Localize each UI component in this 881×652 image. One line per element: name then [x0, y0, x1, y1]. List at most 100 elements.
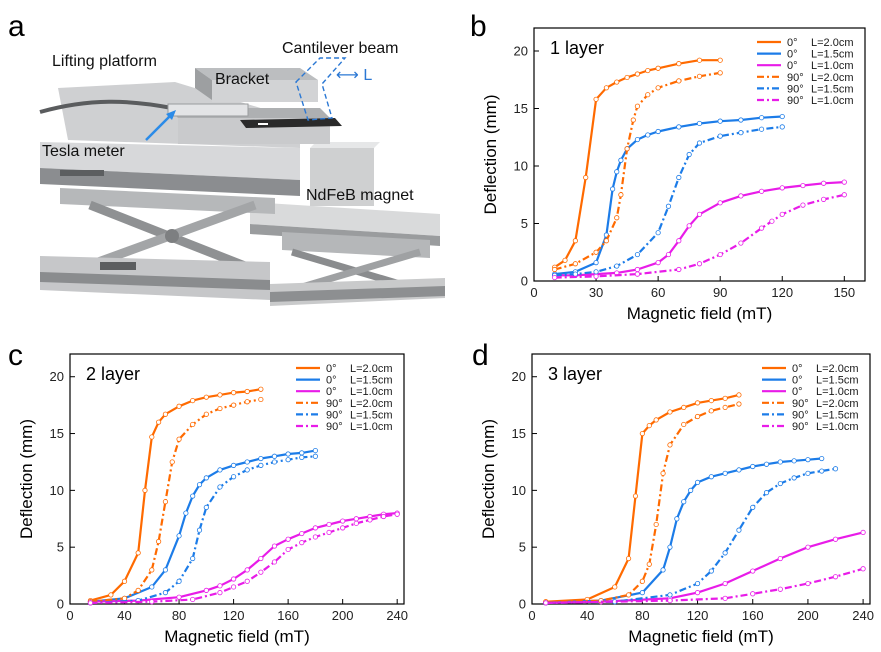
- data-point: [603, 85, 610, 91]
- series-line-5: [545, 467, 836, 604]
- data-point: [800, 182, 806, 189]
- data-point: [688, 487, 694, 493]
- data-point: [717, 200, 723, 206]
- tesla-meter-probe: [39, 99, 249, 141]
- plot-frame: [533, 27, 866, 282]
- data-point: [230, 474, 237, 480]
- data-point: [625, 555, 632, 562]
- data-point: [750, 568, 756, 574]
- data-point: [121, 578, 128, 584]
- data-point: [285, 457, 291, 463]
- panel-d-chart: d 0 40 80 120 160 200 240 0 5 10 15 20 Magnetic fiel…: [472, 339, 874, 646]
- data-point: [645, 92, 651, 98]
- data-point: [149, 567, 155, 573]
- data-point: [667, 597, 673, 604]
- magnet-lift-jack: [250, 142, 445, 306]
- legend-angle: 0°: [792, 386, 803, 398]
- data-point: [340, 518, 346, 524]
- legend-angle: 90°: [787, 95, 804, 107]
- y-tick-label: 20: [512, 369, 526, 384]
- data-point: [593, 273, 599, 279]
- data-point: [763, 461, 770, 467]
- data-point: [312, 534, 318, 540]
- data-point: [196, 482, 203, 488]
- x-tick-label: 160: [277, 608, 299, 623]
- label-cantilever-beam: Cantilever beam: [282, 40, 399, 57]
- data-point: [87, 600, 94, 606]
- data-point: [805, 544, 811, 550]
- data-point: [653, 417, 659, 423]
- data-point: [694, 590, 701, 596]
- x-tick-label: 200: [797, 608, 819, 623]
- data-point: [572, 238, 578, 244]
- data-point: [624, 74, 630, 81]
- data-point: [696, 57, 703, 63]
- data-point: [285, 546, 291, 553]
- data-point: [645, 67, 651, 74]
- data-point: [572, 261, 578, 267]
- data-point: [196, 527, 203, 533]
- x-axis-title: Magnetic field (mT): [164, 627, 309, 646]
- x-tick-label: 120: [687, 608, 709, 623]
- data-point: [244, 467, 250, 473]
- y-tick-label: 15: [50, 426, 64, 441]
- data-point: [162, 499, 169, 505]
- data-point: [634, 71, 641, 77]
- data-point: [645, 132, 651, 138]
- data-point: [299, 540, 305, 546]
- data-point: [736, 527, 742, 533]
- legend-length: L=2.0cm: [811, 37, 854, 49]
- data-point: [394, 511, 400, 517]
- data-point: [610, 186, 616, 192]
- data-point: [593, 259, 599, 266]
- data-point: [190, 397, 196, 404]
- data-point: [543, 600, 549, 606]
- data-point: [676, 78, 682, 84]
- data-point: [708, 408, 714, 414]
- x-axis-title: Magnetic field (mT): [627, 304, 772, 323]
- data-point: [639, 590, 645, 596]
- series-line-4: [554, 71, 721, 271]
- data-point: [696, 73, 703, 79]
- data-point: [736, 401, 742, 407]
- data-point: [777, 480, 783, 487]
- data-point: [639, 430, 645, 437]
- data-point: [176, 436, 182, 442]
- data-point: [832, 466, 839, 472]
- data-point: [326, 529, 332, 536]
- data-point: [819, 455, 825, 462]
- data-point: [722, 470, 728, 476]
- layer-label: 2 layer: [86, 364, 140, 384]
- data-point: [708, 568, 714, 574]
- data-point: [738, 240, 744, 246]
- panel-letter-d: d: [472, 339, 489, 372]
- data-point: [271, 543, 278, 549]
- data-point: [149, 434, 155, 440]
- x-tick-label: 0: [66, 608, 73, 623]
- x-tick-label: 240: [386, 608, 408, 623]
- x-tick-label: 0: [528, 608, 535, 623]
- data-point: [142, 487, 148, 493]
- data-point: [841, 179, 847, 185]
- data-point: [634, 251, 641, 258]
- data-point: [625, 592, 632, 598]
- data-point: [717, 251, 723, 258]
- legend-length: L=2.0cm: [816, 363, 859, 375]
- data-point: [841, 192, 847, 198]
- data-point: [217, 392, 223, 398]
- data-point: [686, 223, 692, 229]
- series-line-3: [545, 531, 864, 604]
- data-point: [244, 399, 250, 405]
- data-point: [717, 118, 723, 124]
- data-point: [646, 422, 652, 429]
- data-point: [805, 457, 811, 463]
- x-tick-label: 80: [635, 608, 649, 623]
- data-point: [738, 193, 744, 199]
- data-point: [230, 584, 237, 590]
- y-tick-label: 5: [57, 540, 64, 555]
- data-point: [258, 569, 264, 575]
- data-point: [676, 174, 682, 181]
- y-axis-title: Deflection (mm): [479, 419, 498, 539]
- data-point: [299, 454, 305, 461]
- legend-length: L=1.0cm: [816, 421, 859, 433]
